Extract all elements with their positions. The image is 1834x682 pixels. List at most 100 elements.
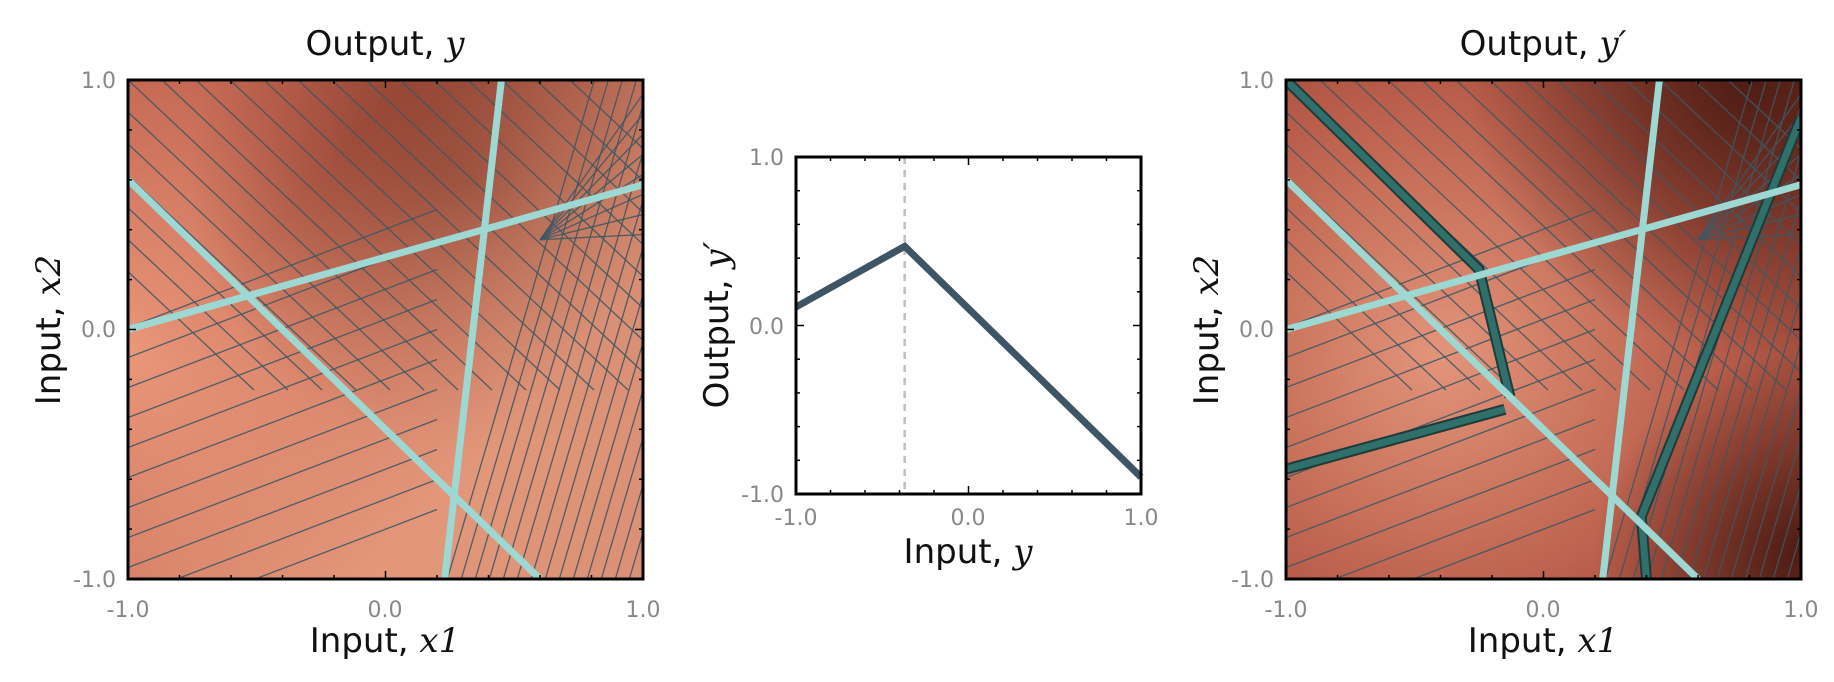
contour-line bbox=[433, 80, 643, 278]
contour-line bbox=[1286, 298, 1596, 419]
contour-line bbox=[1697, 193, 1801, 241]
contour-line bbox=[174, 478, 438, 579]
boundary-line bbox=[1286, 177, 1701, 579]
y-tick-label: 0.0 bbox=[1239, 318, 1274, 343]
contour-line bbox=[1286, 328, 1596, 449]
contour-line bbox=[1286, 111, 1583, 391]
y-tick-label: -1.0 bbox=[73, 568, 116, 593]
y-tick-label: 1.0 bbox=[81, 69, 116, 94]
x-tick-label: 1.0 bbox=[1124, 506, 1159, 531]
contour-line bbox=[1286, 208, 1596, 329]
highlight-contour bbox=[1286, 80, 1514, 398]
contour-line bbox=[1286, 238, 1447, 391]
contour-line bbox=[539, 193, 643, 241]
contour-line bbox=[1286, 418, 1596, 539]
boundary-line bbox=[128, 177, 543, 579]
contour-line bbox=[128, 358, 438, 479]
contour-line bbox=[1716, 292, 1801, 579]
contour-line bbox=[128, 206, 323, 391]
contour-line bbox=[1697, 153, 1801, 241]
contour-line bbox=[128, 388, 438, 509]
line-plot bbox=[794, 157, 1144, 494]
plot-area bbox=[796, 157, 1141, 494]
contour-line bbox=[1758, 435, 1801, 579]
contour-line bbox=[1772, 482, 1801, 579]
contour-line bbox=[614, 482, 643, 579]
panel-output-y: -1.0 0.0 1.0 -1.0 0.0 1.0 Output, y Inpu… bbox=[29, 24, 661, 661]
contour-line bbox=[1286, 270, 1413, 391]
contour-line bbox=[1727, 80, 1801, 150]
x-tick-label: 0.0 bbox=[1526, 598, 1561, 623]
x-axis-label: Input, y bbox=[904, 532, 1034, 572]
tick-marks bbox=[127, 79, 644, 580]
contour-line bbox=[544, 245, 643, 579]
contour-line bbox=[586, 387, 643, 579]
contour-line bbox=[128, 208, 438, 329]
y-tick-label: 1.0 bbox=[749, 146, 784, 171]
contour-line bbox=[229, 80, 561, 391]
y-axis-label: Input, x2 bbox=[29, 255, 69, 405]
y-axis-label: Input, x2 bbox=[1187, 255, 1227, 405]
x-axis-label: Input, x1 bbox=[1468, 621, 1618, 661]
contour-line bbox=[399, 80, 643, 310]
contour-line bbox=[1286, 448, 1596, 569]
hidden-unit-boundaries bbox=[1286, 80, 1801, 579]
contour-line bbox=[539, 213, 643, 241]
contour-line bbox=[1286, 388, 1596, 509]
contour-line bbox=[460, 80, 610, 579]
contour-line bbox=[502, 102, 643, 579]
contour-line bbox=[1523, 80, 1801, 342]
contour-line bbox=[539, 233, 643, 241]
contour-line bbox=[128, 238, 289, 391]
contour-line bbox=[1744, 387, 1801, 579]
contour-line bbox=[600, 435, 643, 579]
contour-line bbox=[263, 80, 595, 391]
contour-line bbox=[530, 197, 643, 579]
contour-line bbox=[128, 270, 255, 391]
contour-line bbox=[253, 508, 438, 579]
boundary-line bbox=[128, 181, 643, 333]
contour-line bbox=[539, 173, 643, 241]
tick-marks bbox=[795, 156, 1142, 495]
contour-line bbox=[446, 80, 596, 579]
contour-line bbox=[128, 328, 438, 449]
y-axis-label: Output, y′ bbox=[697, 241, 737, 408]
y-tick-label: -1.0 bbox=[1231, 568, 1274, 593]
y-tick-label: 0.0 bbox=[81, 318, 116, 343]
contour-line bbox=[1697, 93, 1801, 241]
panel-output-y-prime: -1.0 0.0 1.0 -1.0 0.0 1.0 Output, y′ Inp… bbox=[1187, 24, 1834, 661]
contour-line bbox=[535, 80, 643, 182]
contour-line bbox=[1286, 206, 1481, 391]
y-tick-label: 0.0 bbox=[749, 315, 784, 340]
y-tick-label: -1.0 bbox=[741, 483, 784, 508]
x-tick-label: -1.0 bbox=[107, 598, 150, 623]
contour-line bbox=[501, 80, 643, 214]
heatmap-shading-right bbox=[128, 80, 643, 579]
contour-line bbox=[1557, 80, 1801, 310]
highlight-contours bbox=[1286, 80, 1801, 579]
x-tick-label: 1.0 bbox=[1784, 598, 1819, 623]
boundary-line bbox=[1286, 181, 1801, 333]
contour-line bbox=[1829, 70, 1834, 579]
series-line bbox=[794, 241, 1144, 480]
contour-line bbox=[128, 448, 438, 569]
tick-marks bbox=[1285, 79, 1802, 580]
contour-line bbox=[558, 292, 643, 579]
contour-line bbox=[161, 80, 493, 391]
contour-line bbox=[1815, 70, 1834, 579]
contour-line bbox=[539, 93, 643, 241]
contour-line bbox=[1730, 340, 1801, 579]
contour-line bbox=[365, 80, 643, 342]
highlight-contour bbox=[1637, 116, 1801, 579]
panel-activation: -1.0 0.0 1.0 -1.0 0.0 1.0 Input, y Outpu… bbox=[697, 146, 1159, 572]
x-tick-label: -1.0 bbox=[1265, 598, 1308, 623]
contour-line bbox=[1319, 80, 1651, 391]
x-axis-label: Input, x1 bbox=[310, 621, 460, 661]
x-tick-label: -1.0 bbox=[775, 506, 818, 531]
contour-line bbox=[128, 418, 438, 539]
contour-line bbox=[1618, 80, 1768, 579]
contour-line bbox=[539, 133, 643, 241]
contour-line bbox=[1688, 197, 1801, 579]
contour-line bbox=[1697, 173, 1801, 241]
